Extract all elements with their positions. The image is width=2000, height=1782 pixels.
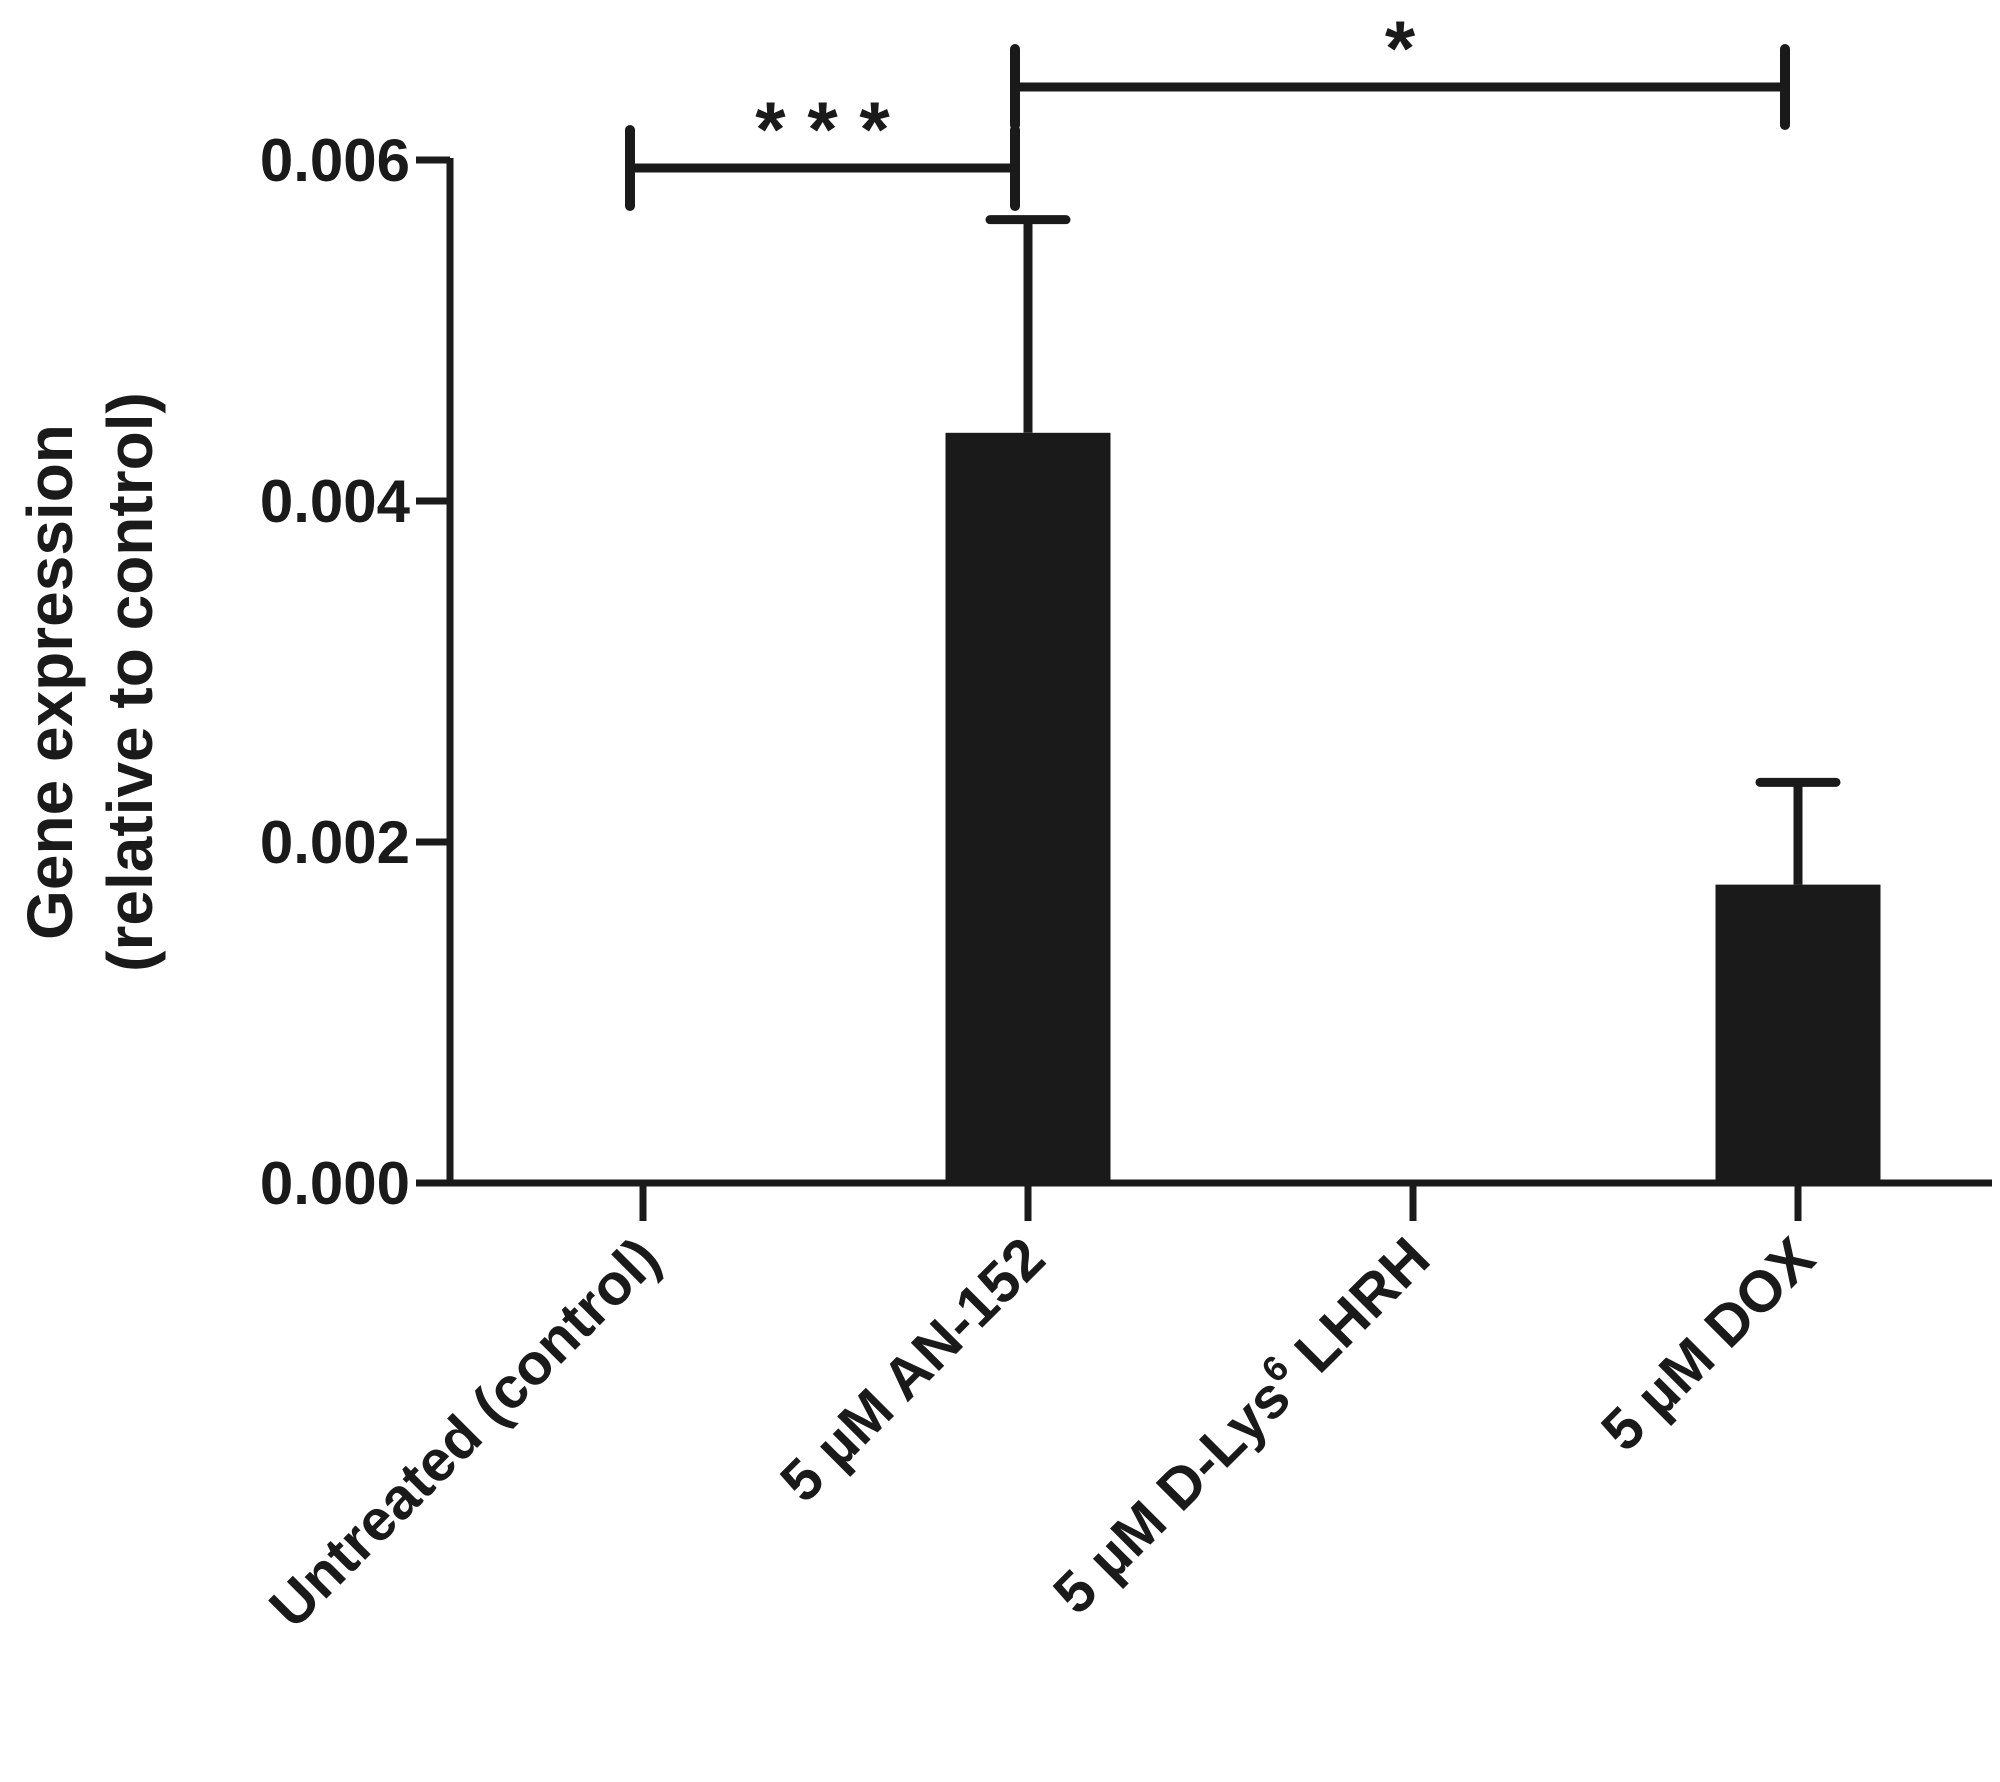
y-tick-label: 0.006 <box>260 127 410 194</box>
x-tick-label: 5 µM DOX <box>1589 1225 1827 1463</box>
x-tick-label: Untreated (control) <box>257 1225 672 1640</box>
y-tick-label: 0.002 <box>260 809 410 876</box>
bar <box>1715 884 1881 1183</box>
bar <box>945 432 1111 1183</box>
y-axis-label-line1: Gene expression <box>14 424 86 940</box>
significance-label: * <box>1385 4 1416 92</box>
x-tick-label: 5 µM AN-152 <box>768 1225 1057 1514</box>
y-tick-label: 0.004 <box>260 468 411 535</box>
x-tick-label: 5 µM D-Lys6 LHRH <box>1037 1222 1442 1627</box>
significance-label: * * * <box>755 85 890 173</box>
y-axis-label: Gene expression (relative to control) <box>14 392 166 972</box>
y-axis-label-line2: (relative to control) <box>94 392 166 972</box>
plot-area: 0.000 0.002 0.004 0.006 Untreated (control) 5… <box>257 4 1992 1640</box>
y-tick-label: 0.000 <box>260 1150 410 1217</box>
